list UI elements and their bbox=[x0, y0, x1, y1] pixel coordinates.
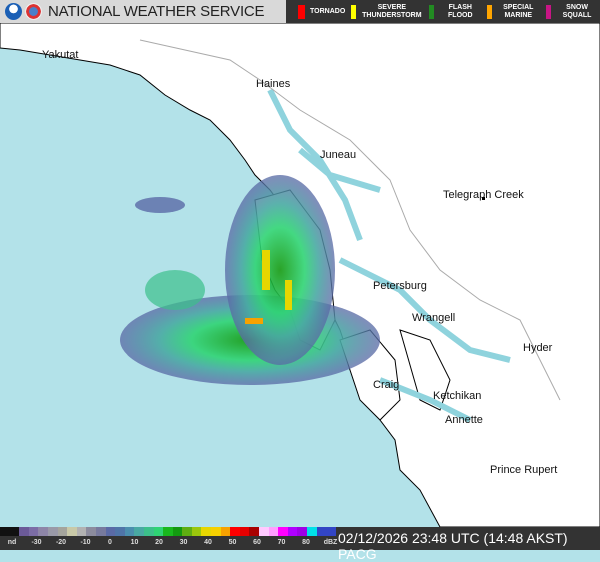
legend-item: FLASH FLOOD bbox=[428, 3, 481, 20]
scale-swatch bbox=[211, 527, 221, 536]
scale-swatch bbox=[268, 527, 279, 536]
page-title: NATIONAL WEATHER SERVICE bbox=[48, 3, 265, 20]
reflectivity-scale-bar: nd -30 -20 -10 0 10 20 30 40 50 60 70 80 dBZ 02/12/20… bbox=[0, 527, 600, 562]
legend-label: SNOW SQUALL bbox=[562, 3, 592, 19]
scale-swatch bbox=[134, 527, 144, 536]
scale-tick: dBZ bbox=[323, 539, 338, 546]
scale-swatch bbox=[0, 527, 10, 536]
scale-swatch bbox=[326, 527, 336, 536]
scale-swatch bbox=[86, 527, 96, 536]
legend-item: SEVERE THUNDERSTORM bbox=[351, 4, 422, 20]
radar-echoes bbox=[120, 175, 380, 385]
scale-swatch bbox=[278, 527, 288, 536]
legend-label: TORNADO bbox=[310, 7, 346, 15]
scale-tick: -20 bbox=[55, 539, 67, 546]
legend-item: SPECIAL MARINE bbox=[487, 4, 539, 20]
city-label: Juneau bbox=[320, 149, 357, 161]
scale-tick: 40 bbox=[204, 539, 212, 546]
warning-legend: TORNADO SEVERE THUNDERSTORM FLASH FLOOD SPE… bbox=[286, 0, 600, 23]
scale-tick: -30 bbox=[31, 539, 42, 546]
scale-tick: 0 bbox=[108, 539, 112, 546]
scale-tick: 20 bbox=[155, 539, 163, 546]
scale-swatch bbox=[182, 527, 192, 536]
city-label: Haines bbox=[256, 78, 291, 90]
city-label: Craig bbox=[373, 379, 400, 391]
legend-label: SEVERE THUNDERSTORM bbox=[362, 3, 422, 19]
scale-swatch bbox=[316, 527, 327, 536]
timestamp: 02/12/2026 23:48 UTC (14:48 AKST) PACG bbox=[338, 530, 568, 562]
city-label: Hyder bbox=[523, 342, 553, 354]
scale-swatch bbox=[220, 527, 231, 536]
scale-swatch bbox=[153, 527, 164, 536]
scale-swatch bbox=[9, 527, 20, 536]
legend-swatch bbox=[298, 4, 305, 19]
city-label: Annette bbox=[445, 414, 483, 426]
scale-swatch bbox=[95, 527, 106, 536]
scale-swatch bbox=[76, 527, 87, 536]
scale-swatch bbox=[191, 527, 202, 536]
city-label: Wrangell bbox=[412, 312, 456, 324]
scale-swatch bbox=[19, 527, 29, 536]
radar-map[interactable] bbox=[0, 23, 600, 527]
scale-tick: 80 bbox=[302, 539, 310, 546]
scale-tick: 50 bbox=[228, 539, 237, 546]
city-label: Petersburg bbox=[373, 280, 427, 292]
city-label: Ketchikan bbox=[433, 390, 482, 402]
scale-tick: 10 bbox=[130, 539, 139, 546]
city-label: Yakutat bbox=[42, 49, 79, 61]
scale-swatch bbox=[172, 527, 183, 536]
scale-swatch bbox=[297, 527, 307, 536]
scale-tick: 70 bbox=[277, 539, 286, 546]
noaa-logo-icon bbox=[5, 3, 22, 20]
brand: NATIONAL WEATHER SERVICE bbox=[0, 0, 286, 23]
scale-swatch bbox=[57, 527, 68, 536]
legend-item: TORNADO bbox=[298, 4, 346, 19]
legend-label: FLASH FLOOD bbox=[448, 3, 473, 19]
legend-swatch bbox=[428, 4, 435, 19]
header: NATIONAL WEATHER SERVICE TORNADO SEVERE T… bbox=[0, 0, 600, 23]
legend-swatch bbox=[351, 4, 357, 19]
nws-logo-icon bbox=[25, 3, 42, 20]
border bbox=[139, 39, 561, 401]
scale-ticks: nd -30 -20 -10 0 10 20 30 40 50 60 70 80 dBZ bbox=[0, 536, 338, 550]
scale-tick: 30 bbox=[179, 539, 188, 546]
scale-swatch bbox=[239, 527, 250, 536]
scale-swatch bbox=[259, 527, 269, 536]
scale-swatch bbox=[47, 527, 58, 536]
city-marker bbox=[482, 197, 485, 200]
scale-tick: nd bbox=[7, 539, 17, 546]
scale-swatch bbox=[67, 527, 77, 536]
inlets bbox=[267, 88, 511, 423]
scale-swatch bbox=[124, 527, 135, 536]
scale-swatch bbox=[287, 527, 298, 536]
scale-swatch bbox=[115, 527, 125, 536]
scale-swatch bbox=[307, 527, 317, 536]
city-label: Telegraph Creek bbox=[443, 189, 524, 201]
color-scale bbox=[0, 527, 336, 536]
scale-swatch bbox=[230, 527, 240, 536]
legend-swatch bbox=[545, 4, 552, 19]
scale-tick: 60 bbox=[253, 539, 261, 546]
scale-swatch bbox=[38, 527, 48, 536]
scale-tick: -10 bbox=[80, 539, 91, 546]
legend-swatch bbox=[487, 4, 493, 19]
scale-swatch bbox=[143, 527, 154, 536]
city-label: Prince Rupert bbox=[490, 464, 558, 476]
scale-swatch bbox=[28, 527, 39, 536]
scale-swatch bbox=[163, 527, 173, 536]
scale-swatch bbox=[105, 527, 116, 536]
legend-label: SPECIAL MARINE bbox=[503, 3, 534, 19]
scale-swatch bbox=[201, 527, 212, 536]
scale-swatch bbox=[249, 527, 260, 536]
legend-item: SNOW SQUALL bbox=[545, 3, 598, 20]
